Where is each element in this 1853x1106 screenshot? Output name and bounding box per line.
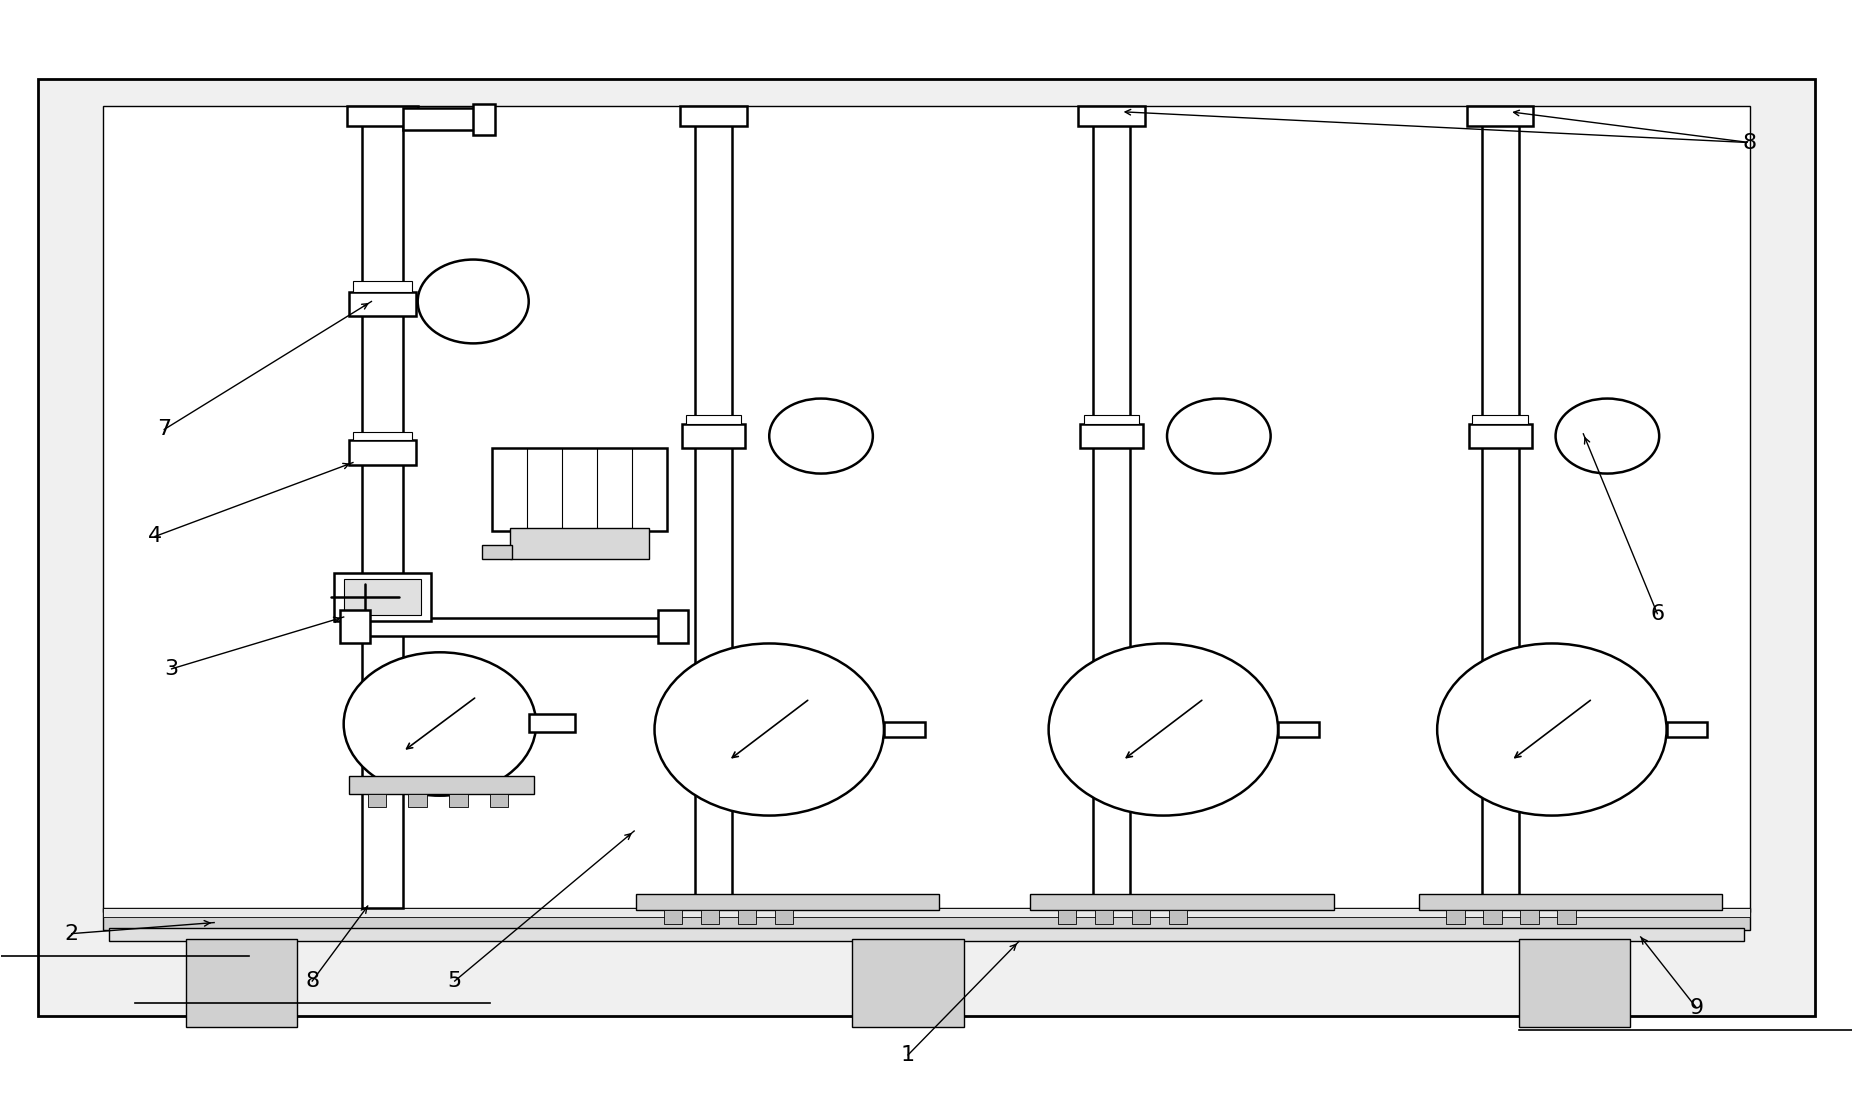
- Bar: [104, 908, 1749, 917]
- Bar: [491, 448, 667, 531]
- Bar: [695, 117, 732, 908]
- Text: 6: 6: [1651, 604, 1664, 624]
- Ellipse shape: [343, 653, 536, 795]
- Bar: [510, 528, 649, 559]
- Bar: [1078, 106, 1145, 126]
- Bar: [528, 714, 574, 732]
- Bar: [1132, 910, 1151, 924]
- Bar: [347, 106, 417, 126]
- Ellipse shape: [654, 644, 884, 815]
- Bar: [1058, 910, 1077, 924]
- Bar: [636, 894, 939, 910]
- Bar: [686, 415, 741, 424]
- Bar: [1030, 894, 1334, 910]
- Bar: [737, 910, 756, 924]
- Bar: [700, 910, 719, 924]
- Bar: [884, 722, 925, 738]
- Bar: [408, 793, 426, 806]
- Bar: [367, 793, 385, 806]
- Bar: [334, 573, 430, 622]
- Ellipse shape: [769, 398, 873, 473]
- Bar: [109, 928, 1744, 941]
- Bar: [473, 104, 495, 135]
- Text: 7: 7: [158, 419, 170, 439]
- Text: 9: 9: [1690, 998, 1703, 1018]
- Bar: [1468, 106, 1534, 126]
- Ellipse shape: [1438, 644, 1666, 815]
- Bar: [1469, 424, 1532, 448]
- Bar: [489, 793, 508, 806]
- Bar: [1093, 117, 1130, 908]
- Bar: [1279, 722, 1319, 738]
- Text: 8: 8: [306, 971, 319, 991]
- Bar: [482, 545, 511, 559]
- Bar: [1084, 415, 1140, 424]
- Bar: [1169, 910, 1188, 924]
- Ellipse shape: [1167, 398, 1271, 473]
- Text: 8: 8: [1744, 133, 1757, 153]
- Bar: [1080, 424, 1143, 448]
- Text: 2: 2: [65, 924, 80, 943]
- Bar: [1666, 722, 1707, 738]
- Ellipse shape: [1049, 644, 1279, 815]
- Bar: [680, 106, 747, 126]
- Bar: [1484, 910, 1503, 924]
- Ellipse shape: [417, 260, 528, 343]
- Bar: [352, 431, 411, 440]
- Bar: [187, 939, 298, 1027]
- Bar: [352, 281, 411, 292]
- Bar: [361, 618, 676, 636]
- Ellipse shape: [1555, 398, 1658, 473]
- Bar: [775, 910, 793, 924]
- Bar: [402, 108, 476, 131]
- Bar: [448, 793, 467, 806]
- Bar: [1557, 910, 1575, 924]
- Bar: [1521, 910, 1540, 924]
- Bar: [682, 424, 745, 448]
- Bar: [104, 106, 1749, 911]
- Bar: [104, 908, 1749, 930]
- Bar: [663, 910, 682, 924]
- Bar: [1419, 894, 1721, 910]
- Bar: [1482, 117, 1519, 908]
- Text: 5: 5: [448, 971, 461, 991]
- Bar: [361, 117, 402, 908]
- Bar: [339, 611, 369, 644]
- Bar: [1095, 910, 1114, 924]
- Bar: [1473, 415, 1529, 424]
- Text: 3: 3: [165, 659, 178, 679]
- Bar: [348, 775, 534, 793]
- Bar: [852, 939, 964, 1027]
- Bar: [658, 611, 687, 644]
- Bar: [1447, 910, 1466, 924]
- Text: 4: 4: [148, 526, 161, 546]
- Bar: [39, 79, 1814, 1016]
- Bar: [343, 580, 421, 615]
- Bar: [348, 292, 415, 316]
- Bar: [348, 440, 415, 465]
- Text: 1: 1: [901, 1045, 915, 1065]
- Bar: [1519, 939, 1629, 1027]
